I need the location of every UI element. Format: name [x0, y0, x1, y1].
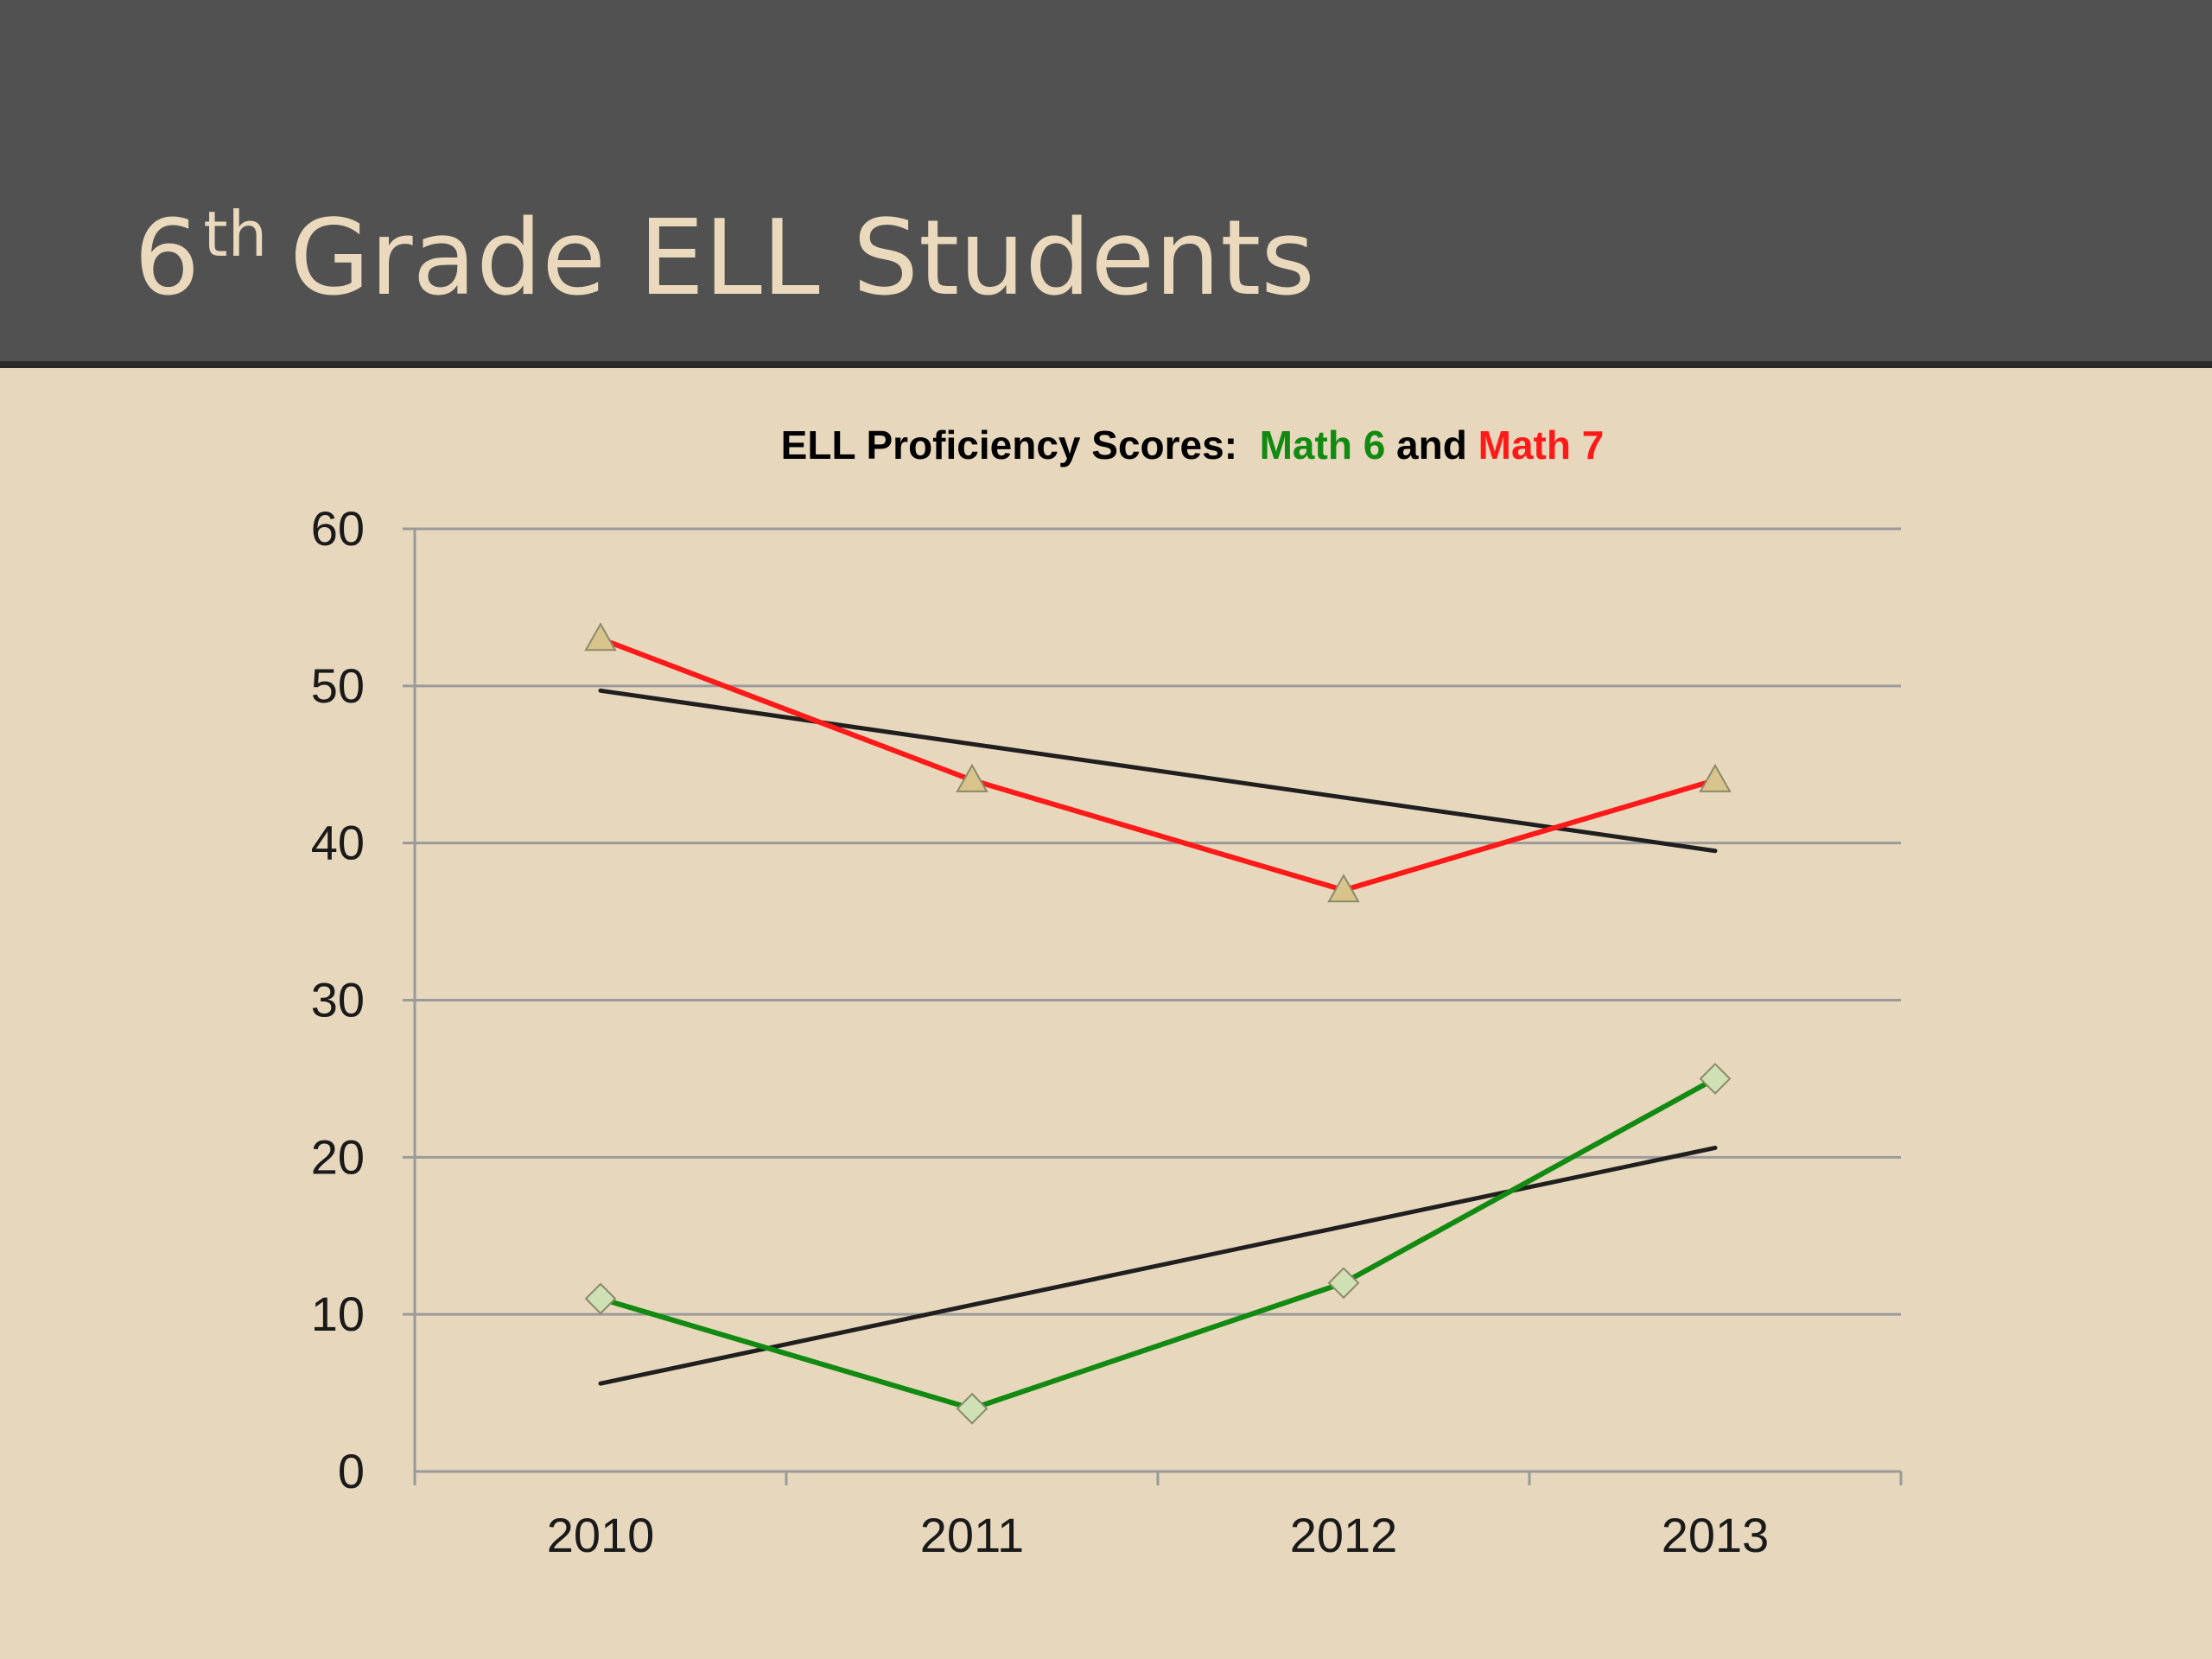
y-tick-label-0: 0 [338, 1444, 365, 1498]
series-markers [584, 622, 1732, 1425]
y-tick-label-50: 50 [311, 658, 365, 713]
trendline-2 [598, 1145, 1718, 1386]
series-lines [599, 636, 1717, 1412]
marker-s2-2013 [1699, 1063, 1732, 1095]
marker-s1-2013 [1699, 763, 1732, 792]
slide-title-text: Grade ELL Students [289, 199, 1315, 319]
slide-title-superscript: th [203, 198, 268, 270]
chart-title-and: and [1385, 423, 1478, 467]
chart-title-math7: Math 7 [1478, 423, 1605, 467]
chart-title: ELL Proficiency Scores: Math 6 and Math … [0, 419, 2212, 471]
marker-s1-2011 [956, 763, 988, 792]
series-line-1 [599, 636, 1716, 893]
y-tick-label-10: 10 [311, 1287, 365, 1341]
y-tick-label-40: 40 [311, 816, 365, 870]
marker-s2-2011 [956, 1392, 988, 1425]
axes [413, 529, 1903, 1485]
marker-s2-2012 [1327, 1267, 1360, 1300]
marker-s1-2010 [584, 622, 617, 652]
series-line-2 [600, 1076, 1717, 1412]
x-tick-label-2010: 2010 [547, 1508, 655, 1562]
x-tick-label-2013: 2013 [1662, 1508, 1770, 1562]
chart-title-prefix: ELL Proficiency Scores: [780, 423, 1260, 467]
slide-title: 6th Grade ELL Students [134, 190, 1315, 328]
tick-labels: 0 10 20 30 40 50 60 2010 2011 2012 2013 [311, 501, 1770, 1562]
y-tick-label-30: 30 [311, 973, 365, 1027]
trendline-1 [598, 688, 1718, 854]
chart-title-math6: Math 6 [1259, 423, 1386, 467]
marker-s1-2012 [1327, 874, 1360, 903]
x-tick-label-2011: 2011 [920, 1508, 1024, 1562]
trendlines [598, 688, 1718, 1386]
marker-s2-2010 [584, 1282, 617, 1315]
y-tick-label-20: 20 [311, 1129, 365, 1184]
y-tick-label-60: 60 [311, 501, 365, 556]
slide-title-number: 6 [134, 199, 200, 319]
x-tick-label-2012: 2012 [1290, 1508, 1398, 1562]
slide-header [0, 0, 2212, 368]
